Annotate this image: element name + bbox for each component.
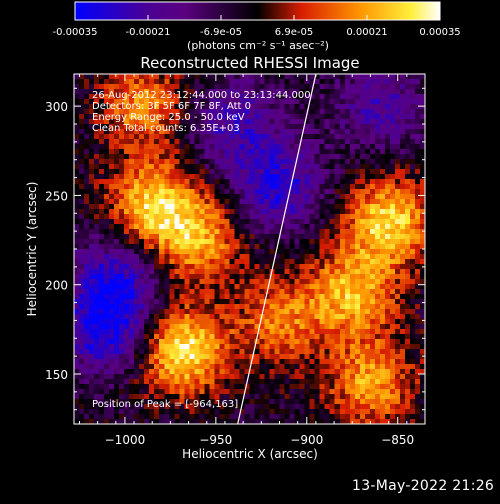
y-tick-label: 300 (45, 100, 68, 114)
colorbar-tick-label: -0.00035 (53, 27, 98, 38)
footer-date: 13-May-2022 21:26 (352, 478, 495, 494)
annotation-energy-range: Energy Range: 25.0 - 50.0 keV (92, 112, 245, 123)
colorbar-tick-label: 6.9e-05 (275, 27, 313, 38)
solar-limb-line (237, 74, 317, 424)
colorbar-tick-label: -0.00021 (126, 27, 171, 38)
heatmap-image (74, 74, 425, 424)
y-axis-label: Heliocentric Y (arcsec) (25, 182, 39, 317)
plot-axes: −1000 −950 −900 −850 150 200 250 300 (45, 74, 426, 447)
y-tick-label: 150 (45, 368, 68, 382)
y-tick-label: 250 (45, 189, 68, 203)
annotation-peak-position: Position of Peak = [-964,163] (92, 399, 238, 410)
x-axis-label: Heliocentric X (arcsec) (182, 447, 318, 461)
x-tick-label: −850 (381, 433, 414, 447)
colorbar-tick-label: 0.00035 (419, 27, 460, 38)
annotation-time-range: 26-Aug-2012 23:12:44.000 to 23:13:44.000 (92, 90, 311, 101)
annotation-detectors: Detectors: 3F 5F 6F 7F 8F, Att 0 (92, 101, 251, 112)
colorbar-unit-label: (photons cm⁻² s⁻¹ asec⁻²) (187, 39, 329, 52)
colorbar-ticks: -0.00035 -0.00021 -6.9e-05 6.9e-05 0.00021 0.… (53, 15, 461, 38)
colorbar (74, 1, 441, 21)
x-tick-label: −1000 (105, 433, 146, 447)
colorbar-tick-label: 0.00021 (346, 27, 387, 38)
annotation-clean: Clean Total counts: 6.35E+03 (92, 123, 240, 134)
y-tick-label: 200 (45, 279, 68, 293)
x-tick-label: −900 (290, 433, 323, 447)
x-tick-label: −950 (199, 433, 232, 447)
chart-title: Reconstructed RHESSI Image (140, 54, 359, 72)
colorbar-tick-label: -6.9e-05 (200, 27, 242, 38)
